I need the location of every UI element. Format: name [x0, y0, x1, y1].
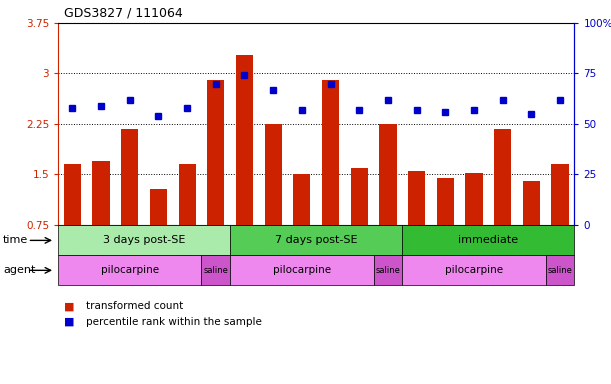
Text: 7 days post-SE: 7 days post-SE — [275, 235, 357, 245]
Bar — [64, 164, 81, 225]
Text: ■: ■ — [64, 301, 75, 311]
Bar — [178, 164, 196, 225]
Bar — [150, 189, 167, 225]
Bar — [522, 181, 540, 225]
Bar — [408, 171, 425, 225]
Text: saline: saline — [376, 266, 400, 275]
Text: time: time — [3, 235, 28, 245]
Text: percentile rank within the sample: percentile rank within the sample — [86, 317, 262, 327]
Text: pilocarpine: pilocarpine — [101, 265, 159, 275]
Text: transformed count: transformed count — [86, 301, 183, 311]
Text: 3 days post-SE: 3 days post-SE — [103, 235, 185, 245]
Bar — [351, 167, 368, 225]
Bar — [494, 129, 511, 225]
Bar — [379, 124, 397, 225]
Bar — [551, 164, 569, 225]
Text: GDS3827 / 111064: GDS3827 / 111064 — [64, 6, 183, 19]
Bar — [322, 80, 339, 225]
Bar — [293, 174, 310, 225]
Bar — [207, 80, 224, 225]
Text: saline: saline — [203, 266, 229, 275]
Bar — [466, 173, 483, 225]
Bar — [437, 178, 454, 225]
Text: ■: ■ — [64, 317, 75, 327]
Text: saline: saline — [547, 266, 573, 275]
Text: immediate: immediate — [458, 235, 518, 245]
Text: agent: agent — [3, 265, 35, 275]
Bar — [92, 161, 110, 225]
Text: pilocarpine: pilocarpine — [273, 265, 331, 275]
Text: pilocarpine: pilocarpine — [445, 265, 503, 275]
Bar — [265, 124, 282, 225]
Bar — [236, 55, 253, 225]
Bar — [121, 129, 138, 225]
